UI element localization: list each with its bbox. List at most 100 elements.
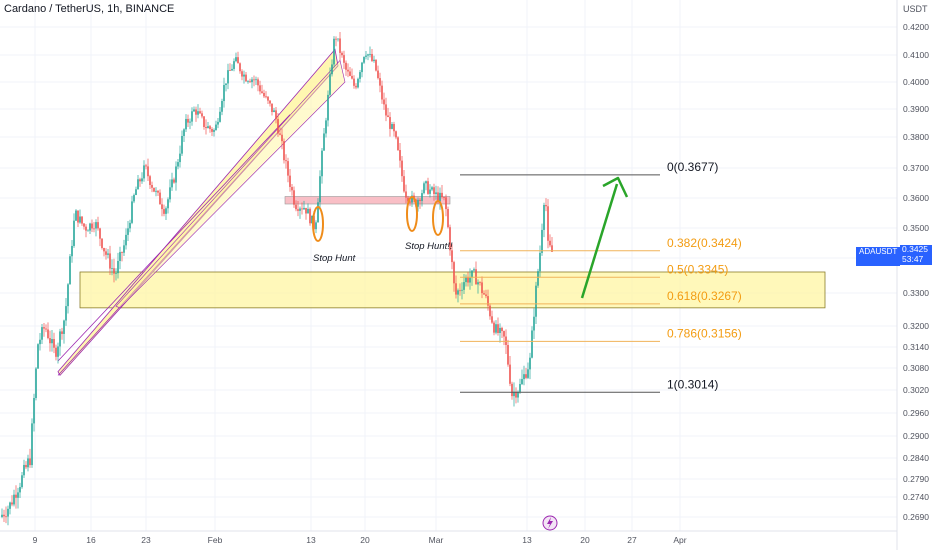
- lightning-icon[interactable]: [542, 515, 558, 531]
- candle-body: [325, 120, 327, 134]
- candle-body: [111, 268, 113, 269]
- y-tick-label: 0.2900: [903, 431, 929, 441]
- candle-body: [27, 458, 29, 468]
- candle-body: [71, 245, 73, 257]
- candle-body: [431, 187, 433, 190]
- candle-body: [507, 344, 509, 365]
- candle-body: [353, 78, 355, 86]
- candle-body: [63, 320, 65, 334]
- candle-body: [443, 197, 445, 198]
- candle-body: [55, 347, 57, 357]
- candle-body: [291, 186, 293, 191]
- candle-body: [11, 502, 13, 505]
- candle-body: [211, 129, 213, 132]
- candle-body: [167, 199, 169, 209]
- candle-body: [487, 296, 489, 306]
- candle-body: [367, 54, 369, 56]
- candle-body: [157, 190, 159, 193]
- candle-body: [391, 124, 393, 129]
- candle-body: [483, 293, 485, 295]
- candle-body: [57, 346, 59, 357]
- x-tick-label: 20: [580, 535, 590, 545]
- candle-body: [155, 190, 157, 192]
- candle-body: [397, 137, 399, 151]
- candle-body: [255, 79, 257, 81]
- candle-body: [385, 104, 387, 116]
- candle-body: [493, 322, 495, 333]
- candle-body: [505, 336, 507, 345]
- candle-body: [357, 78, 359, 88]
- candle-body: [183, 129, 185, 136]
- candle-body: [509, 364, 511, 384]
- candle-body: [119, 252, 121, 261]
- candle-body: [551, 245, 553, 252]
- candle-body: [439, 192, 441, 202]
- candle-body: [115, 273, 117, 274]
- candle-body: [549, 240, 551, 246]
- candle-body: [307, 208, 309, 214]
- candle-body: [147, 166, 149, 177]
- candle-body: [177, 162, 179, 167]
- candle-body: [419, 199, 421, 201]
- y-tick-label: 0.3500: [903, 223, 929, 233]
- candle-body: [15, 494, 17, 498]
- candle-body: [149, 176, 151, 185]
- stop-hunt-label: Stop Hunt: [313, 253, 356, 264]
- candle-body: [407, 197, 409, 202]
- x-tick-label: 20: [360, 535, 370, 545]
- candle-body: [433, 187, 435, 194]
- x-tick-label: Mar: [429, 535, 444, 545]
- candle-body: [233, 61, 235, 69]
- candle-body: [491, 316, 493, 323]
- candle-body: [109, 253, 111, 269]
- candle-body: [29, 458, 31, 466]
- candle-body: [381, 85, 383, 100]
- candle-body: [261, 91, 263, 93]
- candle-body: [519, 384, 521, 392]
- annotations-layer: Stop Hunt Stop Hunt!!: [312, 176, 629, 299]
- candle-body: [97, 222, 99, 229]
- y-tick-label: 0.3700: [903, 163, 929, 173]
- candle-body: [425, 181, 427, 184]
- candle-body: [319, 176, 321, 203]
- y-tick-label: 0.3200: [903, 321, 929, 331]
- candle-body: [327, 94, 329, 121]
- candle-body: [515, 391, 517, 398]
- candle-body: [373, 59, 375, 61]
- candle-body: [301, 208, 303, 210]
- candle-body: [437, 192, 439, 202]
- candle-body: [503, 331, 505, 337]
- currency-label: USDT: [903, 4, 928, 14]
- candle-body: [21, 475, 23, 488]
- candle-body: [125, 234, 127, 246]
- candles-layer: [1, 31, 553, 526]
- price-axis: 0.4200 0.4100 0.4000 0.3900 0.3800 0.3700 0.36…: [903, 22, 929, 522]
- candle-body: [513, 391, 515, 397]
- candle-body: [299, 208, 301, 211]
- symbol-label: ADAUSDT: [859, 247, 898, 256]
- candle-body: [471, 270, 473, 278]
- zones-layer: [57, 48, 826, 377]
- candle-body: [229, 70, 231, 71]
- channel-band: [115, 59, 346, 309]
- stop-hunt-ellipse: [312, 206, 324, 242]
- candle-body: [43, 327, 45, 329]
- candle-body: [451, 250, 453, 263]
- candle-body: [495, 324, 497, 333]
- fib-label: 0.618(0.3267): [667, 289, 742, 303]
- candle-body: [351, 75, 353, 79]
- candle-body: [481, 282, 483, 294]
- candle-body: [371, 53, 373, 61]
- candle-body: [197, 111, 199, 115]
- candle-body: [489, 305, 491, 317]
- x-tick-label: 13: [522, 535, 532, 545]
- candle-body: [113, 268, 115, 274]
- x-tick-label: 16: [86, 535, 96, 545]
- candle-body: [379, 78, 381, 86]
- chart-title: Cardano / TetherUS, 1h, BINANCE: [4, 3, 175, 15]
- candle-body: [181, 135, 183, 154]
- candle-body: [435, 192, 437, 194]
- candle-body: [93, 228, 95, 230]
- candle-body: [195, 109, 197, 115]
